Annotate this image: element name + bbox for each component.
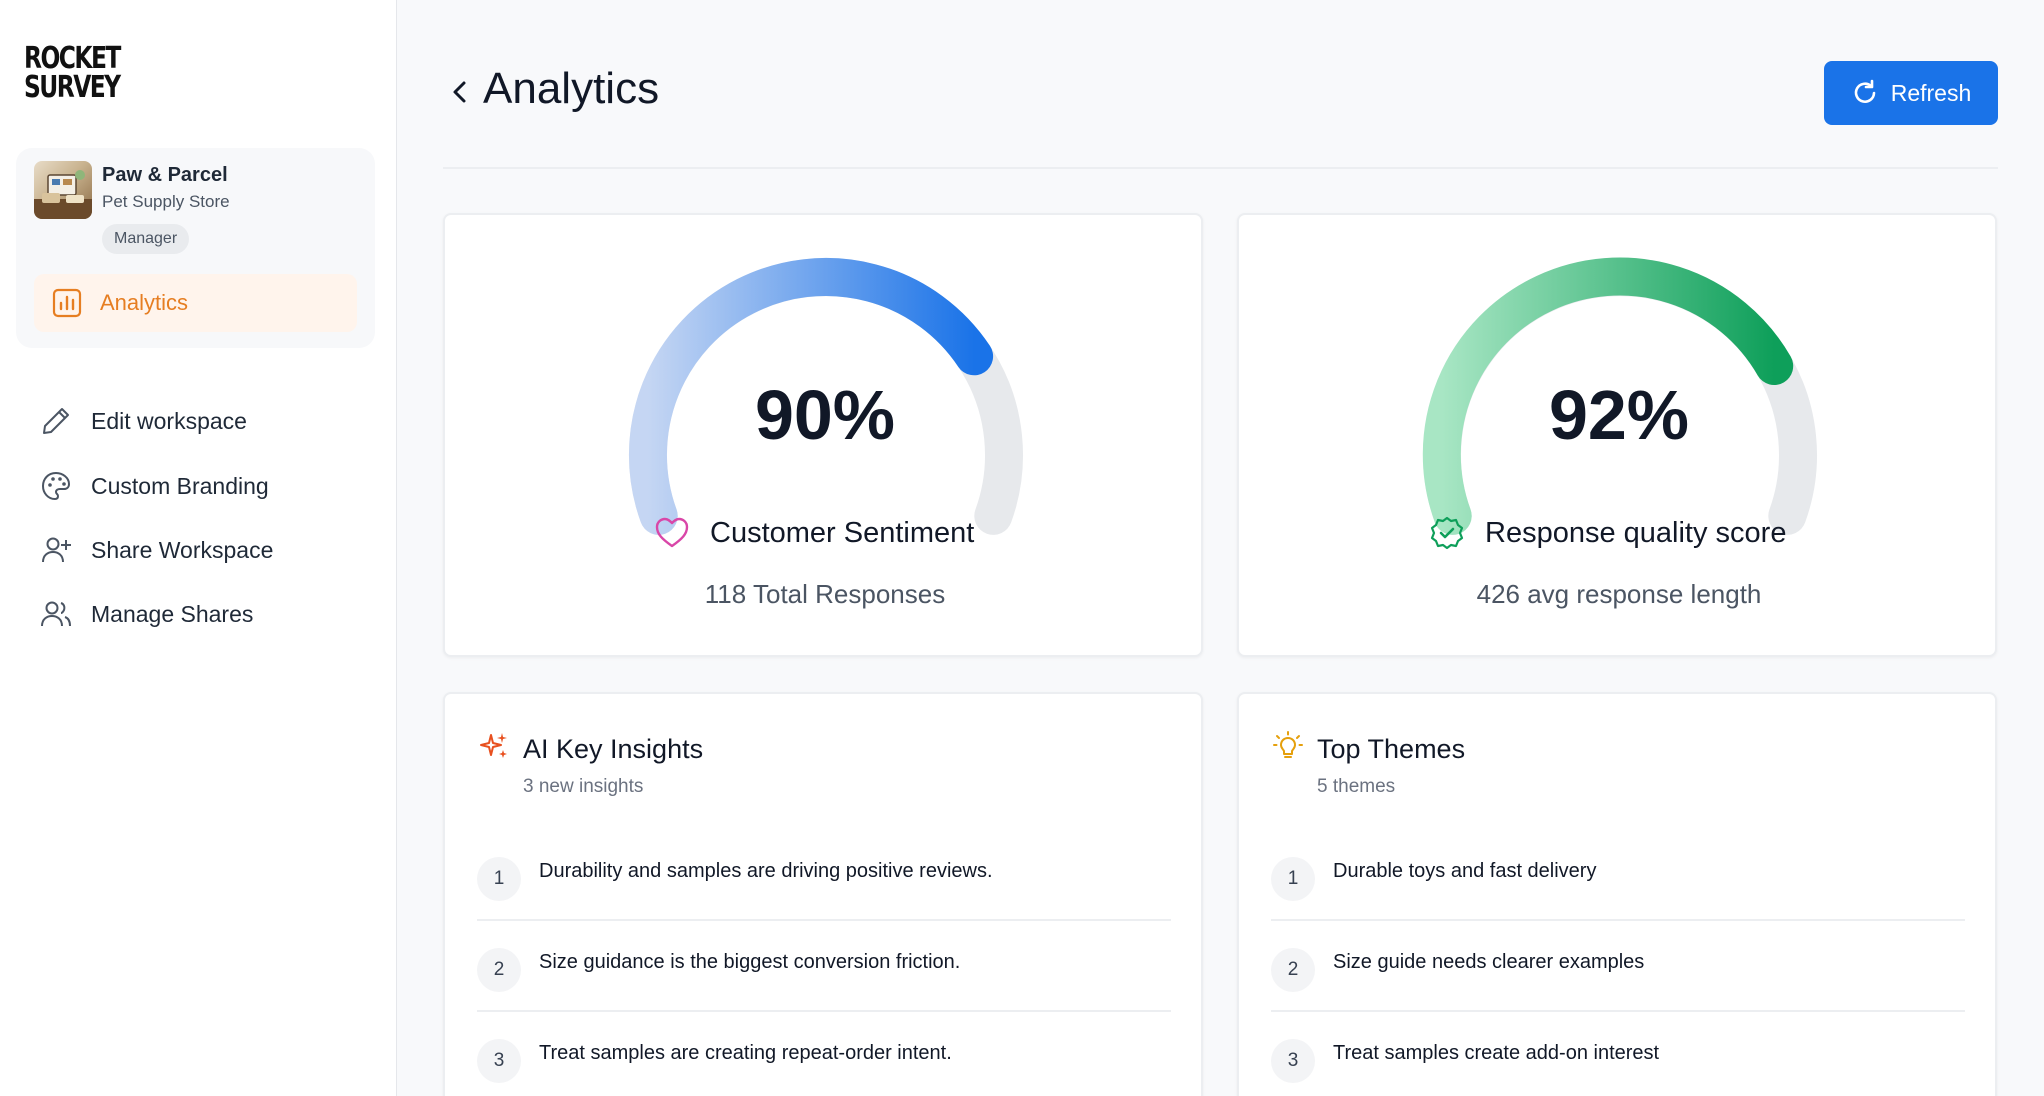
- sidebar-item-custom-branding[interactable]: Custom Branding: [40, 466, 269, 506]
- item-number: 1: [477, 857, 521, 901]
- sidebar-item-analytics[interactable]: Analytics: [34, 274, 357, 332]
- item-number: 1: [1271, 857, 1315, 901]
- list-item: 3 Treat samples are creating repeat-orde…: [477, 1012, 1171, 1096]
- heart-icon: [655, 517, 689, 548]
- item-number: 2: [477, 948, 521, 992]
- users-icon: [41, 601, 71, 627]
- ai-key-insights-card: AI Key Insights 3 new insights 1 Durabil…: [443, 692, 1203, 1096]
- item-text: Size guide needs clearer examples: [1333, 951, 1645, 973]
- item-number: 2: [1271, 948, 1315, 992]
- top-themes-card: Top Themes 5 themes 1 Durable toys and f…: [1237, 692, 1997, 1096]
- gauge-subtitle: 118 Total Responses: [704, 579, 946, 609]
- lightbulb-icon: [1273, 731, 1303, 758]
- item-text: Treat samples create add-on interest: [1333, 1042, 1660, 1064]
- page-title: Analytics: [483, 64, 660, 113]
- customer-sentiment-card: 90% Customer Sentiment 118 Total Respons…: [443, 213, 1203, 657]
- workspace-card: Paw & Parcel Pet Supply Store Manager An…: [16, 148, 375, 348]
- sidebar: ROCKET SURVEY Paw & Parcel Pet Supply St…: [0, 0, 397, 1096]
- gauge-fill: [628, 257, 994, 535]
- card-title: AI Key Insights: [523, 734, 704, 764]
- sidebar-item-edit-workspace[interactable]: Edit workspace: [40, 401, 247, 441]
- palette-icon: [41, 471, 71, 501]
- item-number: 3: [1271, 1039, 1315, 1083]
- bar-chart-icon: [52, 288, 82, 318]
- pencil-icon: [43, 408, 69, 434]
- sentiment-gauge: [628, 257, 1023, 535]
- badge-check-icon: [1430, 516, 1464, 550]
- refresh-label: Refresh: [1890, 79, 1972, 106]
- item-text: Durable toys and fast delivery: [1333, 860, 1597, 882]
- card-subtitle: 5 themes: [1317, 776, 1396, 797]
- card-title: Top Themes: [1317, 734, 1466, 764]
- list-item: 1 Durable toys and fast delivery: [1271, 830, 1965, 921]
- sidebar-item-label: Custom Branding: [91, 472, 269, 499]
- item-text: Treat samples are creating repeat-order …: [539, 1042, 952, 1064]
- gauge-value: 92%: [1548, 376, 1690, 454]
- user-plus-icon: [42, 537, 71, 563]
- list-item: 3 Treat samples create add-on interest: [1271, 1012, 1965, 1096]
- sparkles-icon: [480, 733, 507, 758]
- item-text: Durability and samples are driving posit…: [539, 860, 993, 882]
- gauge-fill: [1422, 257, 1794, 535]
- refresh-icon: [1854, 79, 1876, 103]
- gauge-label: Response quality score: [1429, 515, 1786, 551]
- item-number: 3: [477, 1039, 521, 1083]
- list-item: 2 Size guidance is the biggest conversio…: [477, 921, 1171, 1012]
- item-text: Size guidance is the biggest conversion …: [539, 951, 961, 973]
- rocket-survey-logo[interactable]: ROCKET SURVEY: [24, 41, 121, 105]
- list-item: 1 Durability and samples are driving pos…: [477, 830, 1171, 921]
- sidebar-item-label: Share Workspace: [91, 536, 274, 563]
- gauge-value: 90%: [754, 376, 896, 454]
- workspace-avatar: [34, 161, 92, 219]
- role-badge: Manager: [102, 224, 190, 254]
- sidebar-item-label: Analytics: [100, 290, 189, 315]
- sidebar-item-manage-shares[interactable]: Manage Shares: [40, 594, 253, 634]
- quality-gauge: [1422, 257, 1817, 535]
- gauge-label: Customer Sentiment: [654, 515, 974, 551]
- refresh-button[interactable]: Refresh: [1824, 61, 1998, 125]
- back-chevron-icon[interactable]: [448, 78, 472, 106]
- card-subtitle: 3 new insights: [523, 776, 644, 797]
- response-quality-card: 92% Response quality score 426 avg respo…: [1237, 213, 1997, 657]
- workspace-subtitle: Pet Supply Store: [102, 192, 230, 211]
- sidebar-item-share-workspace[interactable]: Share Workspace: [40, 530, 273, 570]
- sidebar-item-label: Manage Shares: [91, 600, 254, 627]
- gauge-subtitle: 426 avg response length: [1476, 579, 1762, 609]
- header-divider: [443, 167, 1998, 169]
- workspace-name: Paw & Parcel: [102, 164, 228, 186]
- list-item: 2 Size guide needs clearer examples: [1271, 921, 1965, 1012]
- sidebar-item-label: Edit workspace: [91, 407, 247, 434]
